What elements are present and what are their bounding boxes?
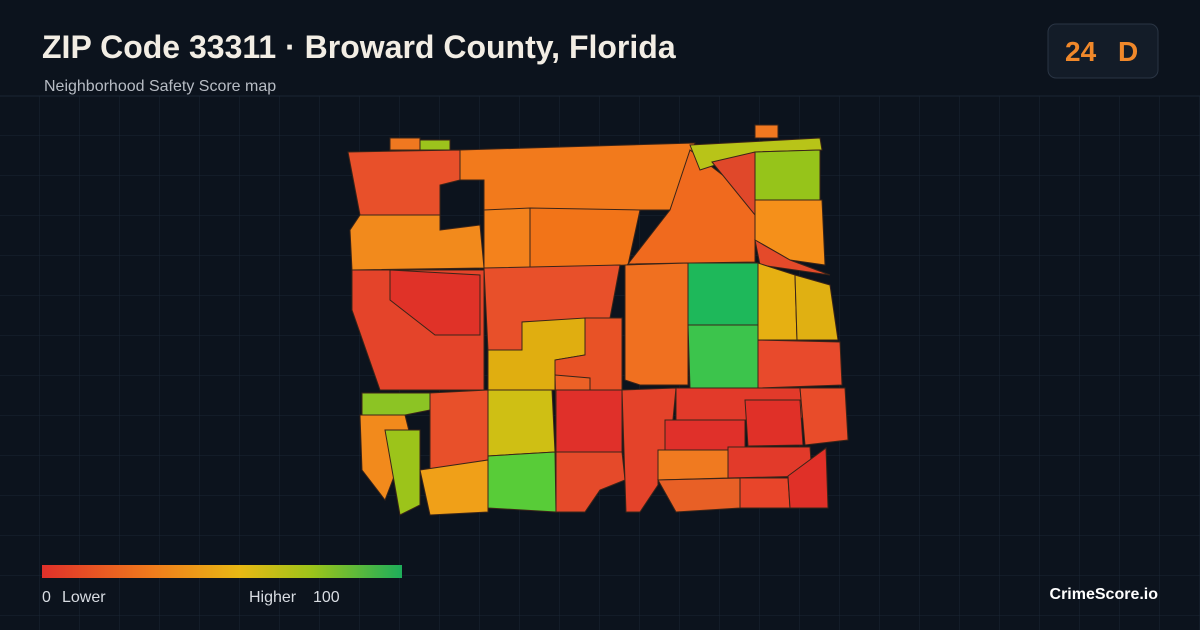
- legend-scale: [42, 565, 402, 578]
- score-badge: [1047, 23, 1159, 79]
- grade: D: [1118, 36, 1138, 67]
- subtitle: Neighborhood Safety Score map: [44, 78, 276, 95]
- brand: CrimeScore.io: [1050, 586, 1159, 603]
- title: ZIP Code 33311 · Broward County, Florida: [42, 29, 676, 65]
- legend-max-label: Higher: [249, 589, 297, 606]
- zip-map: [347, 124, 849, 516]
- legend-min: 0: [42, 589, 51, 606]
- legend-max: 100: [313, 589, 340, 606]
- score: 24: [1065, 36, 1097, 67]
- legend-min-label: Lower: [62, 589, 106, 606]
